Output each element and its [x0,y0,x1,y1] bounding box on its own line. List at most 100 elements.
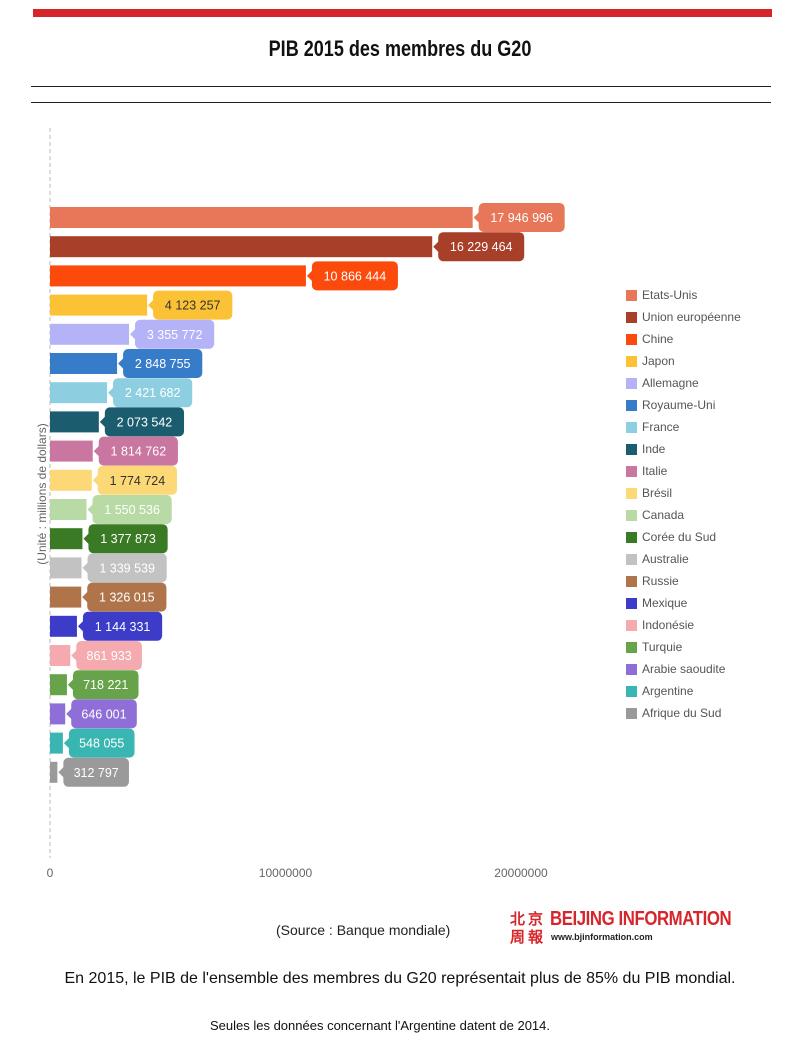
legend-label: Union européenne [642,310,741,324]
bar [50,645,71,666]
legend-item: Russie [626,570,741,592]
legend-item: Australie [626,548,741,570]
bar [50,732,63,754]
bar [50,265,306,287]
data-label: 548 055 [79,737,124,751]
data-label-box [82,611,163,641]
legend-label: Mexique [642,596,688,610]
legend-label: Arabie saoudite [642,662,726,676]
logo-name: BEIJING INFORMATION [550,908,732,930]
bar [50,382,108,404]
data-label-box [88,524,168,554]
legend-label: Corée du Sud [642,530,717,544]
data-label: 1 550 536 [104,503,160,517]
data-label-pointer [433,240,440,253]
data-label: 3 355 772 [147,328,203,342]
legend-label: Canada [642,508,685,522]
bar [50,615,77,637]
data-label-box [87,553,167,583]
legend-item: Corée du Sud [626,526,741,548]
data-label-box [104,407,185,437]
legend-swatch [626,707,637,719]
legend-item: France [626,416,741,438]
data-label-box [438,232,525,262]
legend-item: Canada [626,504,741,526]
bar [50,528,83,550]
legend-item: Italie [626,460,741,482]
bar [50,294,148,316]
data-label: 4 123 257 [165,299,221,313]
data-label-pointer [148,299,155,312]
data-label-pointer [99,415,106,428]
legend-swatch [626,443,637,455]
data-label-box [92,495,172,524]
bar [50,586,82,608]
data-label-pointer [66,707,73,720]
chart-title: PIB 2015 des membres du G20 [268,36,532,61]
data-label-box [478,203,565,232]
data-label-pointer [130,328,137,341]
legend-item: Afrique du Sud [626,702,741,724]
legend-item: Turquie [626,636,741,658]
legend-item: Argentine [626,680,741,702]
bar [50,703,66,725]
data-label: 1 814 762 [111,445,167,459]
legend-swatch [626,311,637,323]
legend-item: Brésil [626,482,741,504]
legend-label: Royaume-Uni [642,398,716,412]
bar [50,761,58,783]
data-label-pointer [108,386,115,399]
bar [50,674,67,696]
data-label-pointer [82,591,89,604]
legend-swatch [626,487,637,499]
legend-swatch [626,377,637,389]
data-label-pointer [92,474,99,487]
bar [50,469,92,491]
source-note: (Source : Banque mondiale) [276,922,451,938]
data-label: 1 144 331 [95,620,151,634]
data-label: 17 946 996 [490,211,553,225]
legend-item: Arabie saoudite [626,658,741,680]
legend-swatch [626,663,637,675]
data-label: 16 229 464 [450,240,513,254]
legend-swatch [626,333,637,345]
data-label-pointer [77,620,84,633]
data-label-pointer [93,445,100,458]
footnote-g20-share: En 2015, le PIB de l'ensemble des membre… [64,970,736,987]
data-label-pointer [306,269,313,282]
legend-swatch [626,465,637,477]
legend-swatch [626,421,637,433]
legend-label: France [642,420,680,434]
data-label-box [87,582,167,612]
legend-label: Japon [642,354,675,368]
legend-swatch [626,531,637,543]
data-label-box [311,261,398,291]
bar [50,499,87,520]
legend-item: Royaume-Uni [626,394,741,416]
logo-url: www.bjinformation.com [551,932,653,942]
top-accent-bar [33,9,772,17]
title-rule-top [31,86,771,87]
legend-swatch [626,509,637,521]
legend-swatch [626,685,637,697]
legend-swatch [626,355,637,367]
legend-item: Union européenne [626,306,741,328]
data-label-pointer [473,211,480,224]
legend-item: Mexique [626,592,741,614]
legend-label: Indonésie [642,618,695,632]
legend-label: Afrique du Sud [642,706,722,720]
data-label-pointer [87,503,94,516]
data-label: 861 933 [87,649,132,663]
y-axis-label: (Unité : millions de dollars) [35,423,49,565]
legend-swatch [626,289,637,301]
x-tick-label: 10000000 [259,866,313,880]
data-label-box [72,670,139,700]
data-label-box [113,378,193,408]
data-label: 1 377 873 [100,532,156,546]
legend-label: Chine [642,332,674,346]
data-label: 2 421 682 [125,386,181,400]
legend-item: Inde [626,438,741,460]
data-label-box [71,699,137,729]
data-label: 312 797 [74,766,119,780]
legend-swatch [626,575,637,587]
